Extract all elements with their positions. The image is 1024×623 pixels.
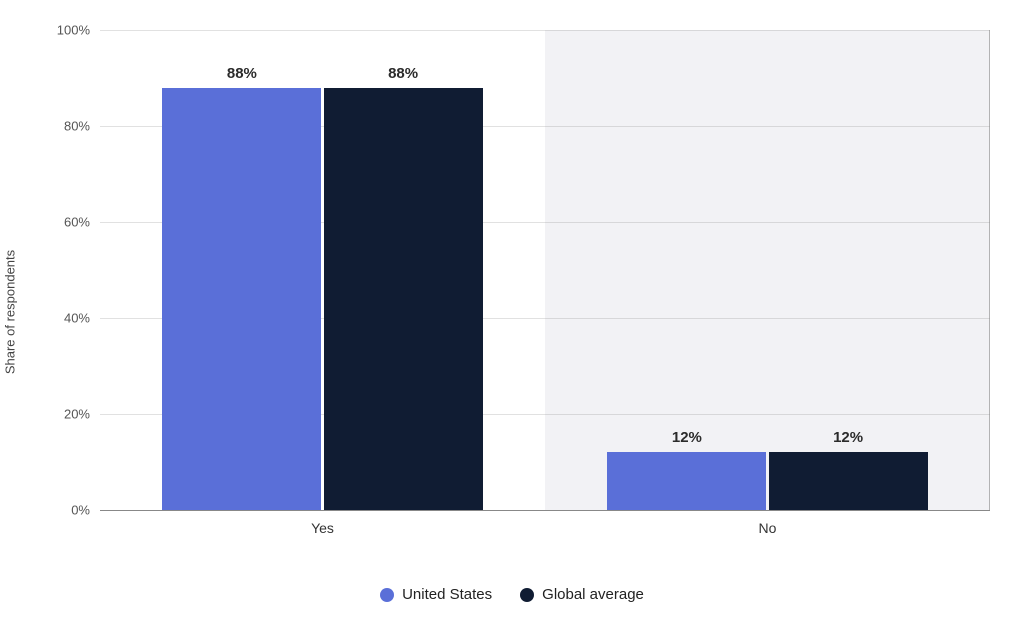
legend-label: United States <box>402 586 492 603</box>
y-tick-label: 20% <box>64 407 100 422</box>
y-tick-label: 40% <box>64 311 100 326</box>
y-axis-title: Share of respondents <box>3 249 18 373</box>
legend-swatch-icon <box>380 588 394 602</box>
bar-value-label: 88% <box>162 65 321 82</box>
bar-value-label: 88% <box>324 65 483 82</box>
y-tick-label: 0% <box>71 503 100 518</box>
bar: 88% <box>324 88 483 510</box>
x-axis-tick <box>989 30 990 511</box>
x-category-label: No <box>759 510 777 536</box>
legend: United States Global average <box>0 586 1024 603</box>
legend-swatch-icon <box>520 588 534 602</box>
gridline <box>100 510 990 511</box>
bar: 88% <box>162 88 321 510</box>
y-tick-label: 100% <box>57 23 100 38</box>
legend-item[interactable]: Global average <box>520 586 644 603</box>
legend-label: Global average <box>542 586 644 603</box>
x-category-label: Yes <box>311 510 334 536</box>
plot-area: 0%20%40%60%80%100%88%88%Yes12%12%No <box>100 30 990 511</box>
bar-value-label: 12% <box>607 429 766 446</box>
gridline <box>100 30 990 31</box>
y-tick-label: 60% <box>64 215 100 230</box>
bar: 12% <box>769 452 928 510</box>
bar: 12% <box>607 452 766 510</box>
y-tick-label: 80% <box>64 119 100 134</box>
chart-container: Share of respondents 0%20%40%60%80%100%8… <box>0 0 1024 623</box>
legend-item[interactable]: United States <box>380 586 492 603</box>
bar-value-label: 12% <box>769 429 928 446</box>
